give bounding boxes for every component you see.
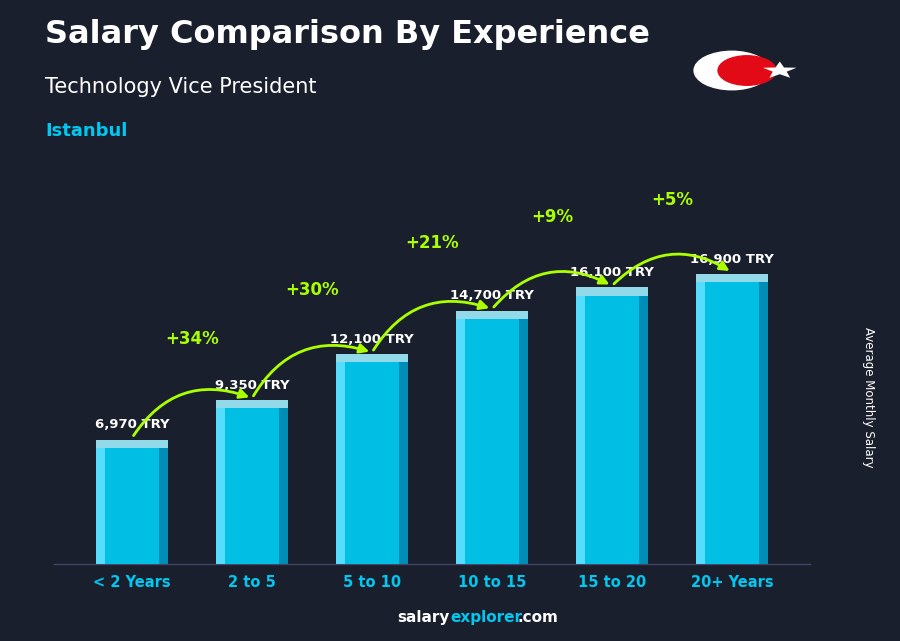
Bar bbox=[456, 311, 528, 319]
Text: explorer: explorer bbox=[450, 610, 522, 625]
Text: Technology Vice President: Technology Vice President bbox=[45, 77, 317, 97]
Bar bbox=[696, 283, 768, 564]
Bar bbox=[456, 319, 528, 564]
Text: Istanbul: Istanbul bbox=[45, 122, 128, 140]
Circle shape bbox=[694, 51, 770, 90]
Bar bbox=[576, 296, 585, 564]
Bar bbox=[96, 448, 168, 564]
Text: Salary Comparison By Experience: Salary Comparison By Experience bbox=[45, 19, 650, 50]
Text: 16,900 TRY: 16,900 TRY bbox=[690, 253, 774, 266]
Bar bbox=[336, 362, 408, 564]
Bar bbox=[519, 319, 528, 564]
Polygon shape bbox=[763, 62, 796, 78]
Bar bbox=[576, 287, 648, 296]
Text: 16,100 TRY: 16,100 TRY bbox=[570, 266, 654, 279]
Bar bbox=[216, 408, 225, 564]
Text: 9,350 TRY: 9,350 TRY bbox=[215, 379, 289, 392]
Bar bbox=[639, 296, 648, 564]
Bar bbox=[96, 448, 104, 564]
Text: 6,970 TRY: 6,970 TRY bbox=[94, 418, 169, 431]
Text: +9%: +9% bbox=[531, 208, 573, 226]
Bar bbox=[696, 283, 705, 564]
Bar bbox=[159, 448, 168, 564]
Bar bbox=[576, 296, 648, 564]
Text: +30%: +30% bbox=[285, 281, 338, 299]
Text: Average Monthly Salary: Average Monthly Salary bbox=[862, 327, 875, 468]
Bar bbox=[96, 440, 168, 448]
Text: 12,100 TRY: 12,100 TRY bbox=[330, 333, 414, 345]
Circle shape bbox=[718, 56, 776, 85]
Bar bbox=[216, 408, 288, 564]
Bar bbox=[279, 408, 288, 564]
Text: salary: salary bbox=[398, 610, 450, 625]
Text: +34%: +34% bbox=[165, 330, 219, 348]
Text: 14,700 TRY: 14,700 TRY bbox=[450, 290, 534, 303]
Bar bbox=[696, 274, 768, 283]
Bar bbox=[336, 354, 408, 362]
Bar bbox=[216, 400, 288, 408]
Text: .com: .com bbox=[518, 610, 558, 625]
Bar bbox=[336, 362, 345, 564]
Bar bbox=[760, 283, 768, 564]
Text: +21%: +21% bbox=[405, 235, 459, 253]
Text: +5%: +5% bbox=[651, 191, 693, 209]
Bar bbox=[456, 319, 464, 564]
Bar bbox=[400, 362, 408, 564]
